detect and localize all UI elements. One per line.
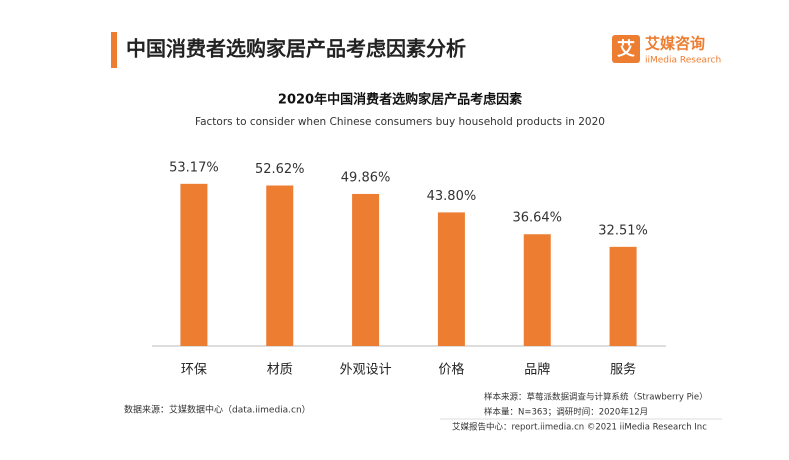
bar bbox=[266, 185, 294, 346]
title-accent bbox=[111, 32, 117, 68]
bar bbox=[523, 234, 551, 346]
value-label: 53.17% bbox=[169, 160, 219, 175]
logo-icon-bg bbox=[612, 35, 640, 63]
report-center: 艾媒报告中心：report.iimedia.cn ©2021 iiMedia R… bbox=[452, 422, 707, 433]
x-tick-label: 外观设计 bbox=[340, 363, 392, 378]
logo-icon: 艾 bbox=[617, 38, 635, 60]
bar bbox=[180, 183, 208, 346]
x-tick-label: 品牌 bbox=[524, 362, 550, 378]
bar bbox=[437, 212, 465, 346]
x-tick-label: 服务 bbox=[610, 362, 636, 378]
value-label: 49.86% bbox=[341, 170, 391, 185]
x-tick-label: 价格 bbox=[438, 362, 464, 378]
logo-name: 艾媒咨询 bbox=[645, 35, 705, 53]
page-title: 中国消费者选购家居产品考虑因素分析 bbox=[126, 37, 466, 61]
sample-source: 样本来源：草莓派数据调查与计算系统（Strawberry Pie） bbox=[484, 392, 708, 403]
x-tick-label: 环保 bbox=[181, 363, 207, 378]
value-label: 43.80% bbox=[427, 189, 477, 204]
chart-title: 2020年中国消费者选购家居产品考虑因素 bbox=[278, 92, 522, 108]
value-label: 52.62% bbox=[255, 162, 305, 177]
logo-en: iiMedia Research bbox=[645, 56, 721, 66]
data-source: 数据来源：艾媒数据中心（data.iimedia.cn） bbox=[124, 404, 311, 416]
chart-subtitle: Factors to consider when Chinese consume… bbox=[195, 116, 605, 128]
bar bbox=[352, 193, 380, 346]
value-label: 36.64% bbox=[512, 211, 562, 226]
bar bbox=[609, 246, 637, 346]
sample-size: 样本量：N=363；调研时间：2020年12月 bbox=[484, 407, 648, 418]
value-label: 32.51% bbox=[598, 223, 648, 238]
x-tick-label: 材质 bbox=[267, 363, 293, 378]
